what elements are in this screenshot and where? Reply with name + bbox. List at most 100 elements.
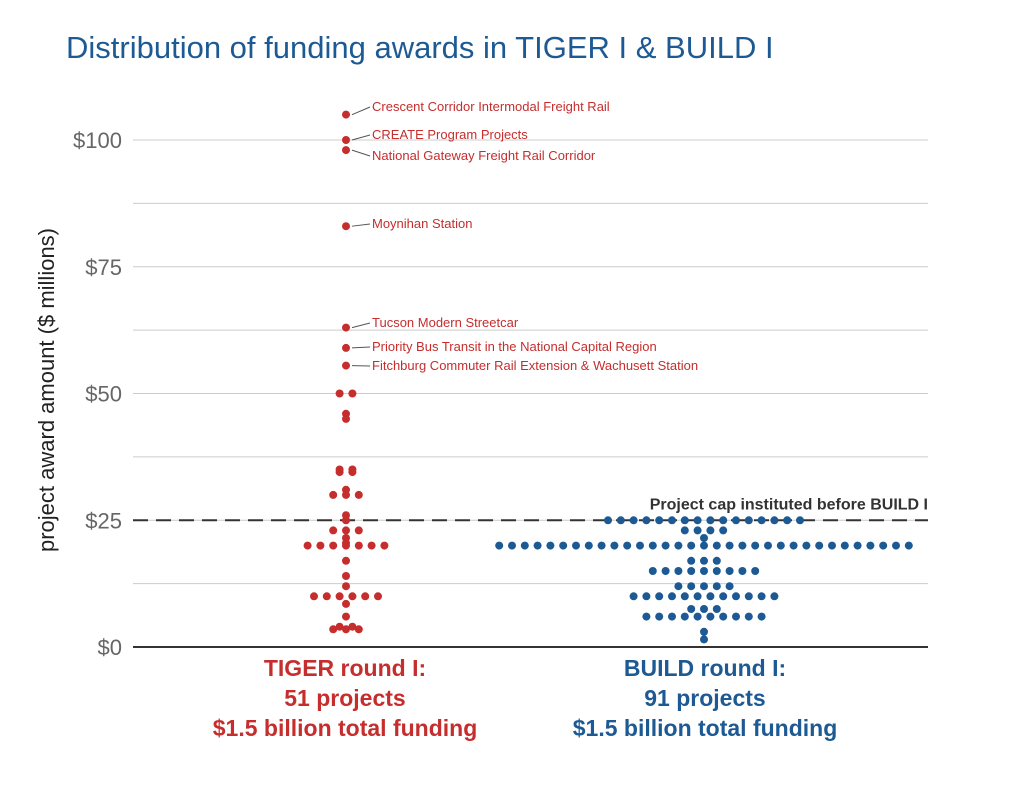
build-dot bbox=[751, 541, 760, 550]
build-total-funding: $1.5 billion total funding bbox=[572, 715, 838, 741]
tiger-dot bbox=[354, 490, 363, 499]
build-dot bbox=[757, 612, 766, 621]
build-dot bbox=[604, 516, 612, 525]
tiger-dot bbox=[322, 592, 331, 601]
build-round-label: BUILD round I: bbox=[623, 655, 787, 681]
build-dot bbox=[738, 541, 747, 550]
tiger-dot bbox=[342, 526, 350, 535]
tiger-dot bbox=[329, 541, 338, 550]
build-dot bbox=[706, 516, 715, 525]
build-dot bbox=[712, 541, 721, 550]
build-dot bbox=[853, 541, 862, 550]
tiger-dot bbox=[329, 625, 338, 634]
tiger-dot bbox=[342, 490, 350, 499]
tiger-dot bbox=[342, 556, 350, 565]
build-dot bbox=[700, 605, 708, 613]
build-dot bbox=[680, 592, 689, 601]
build-dot bbox=[700, 556, 708, 565]
annotation-label: Fitchburg Commuter Rail Extension & Wach… bbox=[372, 358, 698, 373]
build-dot bbox=[700, 567, 708, 575]
build-dot bbox=[687, 541, 696, 550]
build-dot bbox=[642, 612, 651, 621]
build-dot bbox=[648, 541, 657, 550]
build-dot bbox=[879, 541, 888, 550]
build-dot bbox=[655, 612, 664, 621]
build-dot bbox=[757, 592, 766, 601]
tiger-dot bbox=[342, 414, 350, 423]
build-dot bbox=[719, 516, 728, 525]
build-dot bbox=[802, 541, 811, 550]
build-dot bbox=[815, 541, 824, 550]
annotation-label: Crescent Corridor Intermodal Freight Rai… bbox=[372, 99, 610, 114]
tiger-dot bbox=[316, 541, 325, 550]
build-category-label: BUILD round I: 91 projects $1.5 billion … bbox=[545, 653, 865, 743]
tiger-dot bbox=[374, 592, 382, 601]
tiger-round-label: TIGER round I: bbox=[263, 655, 427, 681]
y-tick-label: $25 bbox=[85, 508, 122, 533]
y-tick-labels: $0 $25 $50 $75 $100 bbox=[73, 128, 122, 660]
tiger-dot bbox=[342, 516, 350, 525]
build-dot bbox=[687, 567, 696, 575]
build-dot bbox=[661, 567, 670, 575]
build-dot bbox=[648, 567, 657, 575]
tiger-dot bbox=[342, 136, 350, 144]
build-dot bbox=[700, 534, 708, 542]
tiger-dot bbox=[342, 323, 350, 332]
chart-title: Distribution of funding awards in TIGER … bbox=[66, 30, 774, 65]
tiger-dot bbox=[342, 541, 350, 550]
build-dot bbox=[700, 627, 708, 636]
build-dot bbox=[866, 541, 875, 550]
build-dot bbox=[700, 635, 708, 644]
build-dot bbox=[655, 592, 664, 601]
annotation-leader bbox=[351, 149, 371, 157]
tiger-dot bbox=[342, 361, 350, 370]
build-dot bbox=[559, 541, 568, 550]
build-dot bbox=[533, 541, 542, 550]
tiger-dot bbox=[354, 541, 363, 550]
build-dot bbox=[732, 612, 740, 621]
build-project-count: 91 projects bbox=[644, 685, 766, 711]
y-axis-title: project award amount ($ millions) bbox=[34, 228, 59, 552]
tiger-dot bbox=[335, 468, 344, 477]
build-dot bbox=[584, 541, 593, 550]
build-dot bbox=[693, 612, 702, 621]
build-dot bbox=[719, 592, 728, 601]
build-dot bbox=[661, 541, 670, 550]
build-dot bbox=[738, 567, 747, 575]
tiger-dot bbox=[342, 582, 350, 591]
build-dot bbox=[706, 612, 715, 621]
tiger-dot bbox=[342, 222, 350, 231]
build-dot bbox=[674, 582, 683, 591]
build-dot bbox=[719, 612, 728, 621]
build-dot bbox=[757, 516, 766, 525]
y-tick-label: $0 bbox=[98, 635, 122, 660]
tiger-dot bbox=[329, 526, 338, 535]
build-dot bbox=[623, 541, 632, 550]
build-dot bbox=[668, 612, 676, 621]
build-dot bbox=[725, 567, 734, 575]
build-dot bbox=[744, 592, 753, 601]
build-dot bbox=[680, 526, 689, 535]
build-dot bbox=[789, 541, 798, 550]
build-dot bbox=[687, 605, 696, 613]
annotation-label: Priority Bus Transit in the National Cap… bbox=[372, 339, 657, 354]
build-dot bbox=[616, 516, 625, 525]
build-dot bbox=[655, 516, 664, 525]
tiger-dot bbox=[367, 541, 376, 550]
annotation-label: Moynihan Station bbox=[372, 216, 472, 231]
tiger-dot bbox=[342, 612, 350, 621]
build-dot bbox=[674, 567, 683, 575]
build-dot bbox=[892, 541, 900, 550]
build-dot bbox=[693, 592, 702, 601]
build-dot bbox=[719, 526, 728, 535]
tiger-dots bbox=[303, 110, 389, 634]
tiger-category-label: TIGER round I: 51 projects $1.5 billion … bbox=[185, 653, 505, 743]
build-dot bbox=[776, 541, 785, 550]
build-dot bbox=[610, 541, 619, 550]
build-dot bbox=[712, 556, 721, 565]
annotation-leader bbox=[351, 106, 371, 116]
build-dot bbox=[744, 612, 753, 621]
build-dot bbox=[783, 516, 792, 525]
build-dot bbox=[706, 526, 715, 535]
build-dot bbox=[642, 592, 651, 601]
